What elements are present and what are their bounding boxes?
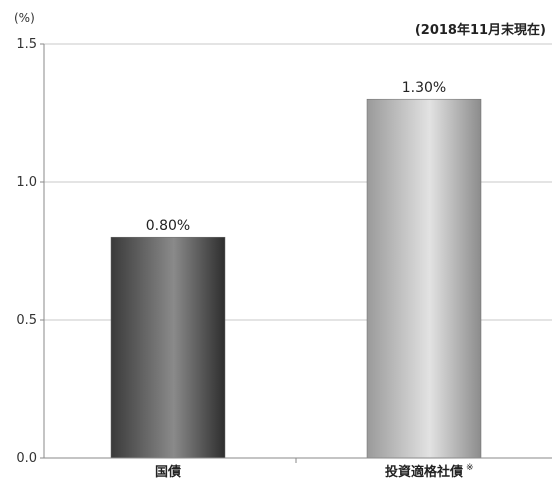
data-label-1: 0.80% xyxy=(146,218,190,234)
bars xyxy=(110,98,482,459)
y-tick-label: 0.5 xyxy=(16,313,37,328)
data-label-2: 1.30% xyxy=(402,80,446,96)
y-tick-label: 0.0 xyxy=(16,451,37,466)
date-note: (2018年11月末現在) xyxy=(415,22,546,38)
y-tick-label: 1.0 xyxy=(16,175,37,190)
y-tick-label: 1.5 xyxy=(16,37,37,52)
bar-2 xyxy=(366,98,482,459)
x-axis-categories: 国債 投資適格社債 ※ xyxy=(155,463,474,480)
category-label-1: 国債 xyxy=(155,464,181,480)
y-axis-ticks: 0.0 0.5 1.0 1.5 xyxy=(16,37,37,466)
category-label-2: 投資適格社債 xyxy=(385,464,463,480)
y-axis-unit-label: (%) xyxy=(14,11,35,25)
data-labels: 0.80% 1.30% xyxy=(146,80,446,234)
bar-1 xyxy=(110,236,226,459)
category-note-mark: ※ xyxy=(466,463,474,473)
